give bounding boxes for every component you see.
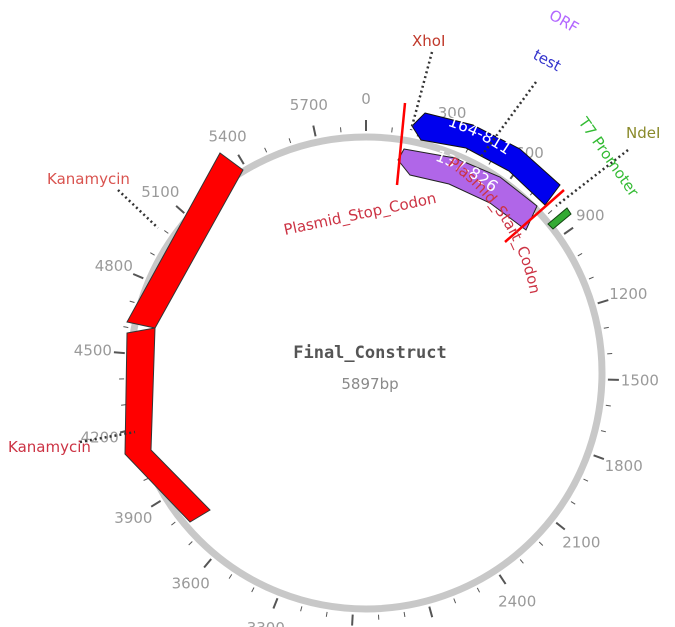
minor-tick: [538, 541, 544, 546]
major-tick: [312, 125, 317, 137]
major-tick: [237, 154, 245, 165]
major-tick: [498, 574, 507, 585]
tick-label: 0: [361, 90, 371, 108]
kanamycin-lower-label[interactable]: Kanamycin: [8, 438, 91, 456]
major-tick: [593, 454, 605, 461]
plasmid-stop-codon-label[interactable]: Plasmid_Stop_Codon: [282, 189, 438, 240]
minor-tick: [123, 326, 129, 329]
ndei-label[interactable]: NdeI: [626, 124, 660, 142]
major-tick: [351, 614, 354, 626]
minor-tick: [300, 606, 303, 612]
orf-label[interactable]: ORF: [546, 6, 582, 37]
tick-label: 900: [576, 207, 605, 225]
minor-tick: [603, 326, 609, 329]
test-leader: [478, 81, 538, 159]
major-tick: [150, 500, 162, 508]
tick-label: 2400: [498, 593, 536, 611]
minor-tick: [325, 611, 328, 617]
tick-label: 5400: [209, 128, 247, 146]
tick-label: 5700: [290, 96, 328, 114]
minor-tick: [583, 478, 589, 482]
tick-label: 2100: [562, 533, 600, 551]
minor-tick: [188, 541, 193, 546]
minor-tick: [264, 147, 268, 153]
tick-label: 3300: [247, 619, 285, 627]
minor-tick: [519, 559, 524, 564]
minor-tick: [251, 587, 255, 593]
major-tick: [555, 521, 566, 531]
major-tick: [175, 205, 185, 214]
tick-label: 5100: [141, 183, 179, 201]
minor-tick: [453, 598, 457, 604]
minor-tick: [228, 574, 233, 579]
xhoi-leader: [409, 51, 434, 131]
major-tick: [597, 299, 609, 305]
minor-tick: [570, 501, 576, 505]
minor-tick: [150, 252, 155, 256]
ndei-leader: [555, 149, 629, 207]
test-label[interactable]: test: [530, 46, 564, 75]
major-tick: [563, 226, 574, 235]
minor-tick: [391, 127, 393, 133]
minor-tick: [129, 300, 135, 303]
tick-label: 4800: [95, 257, 133, 275]
minor-tick: [340, 127, 342, 133]
major-tick: [132, 273, 144, 280]
kanamycin-upper-leader: [117, 189, 159, 229]
kanamycin-lower-leader: [79, 430, 136, 444]
tick-label: 3600: [172, 575, 210, 593]
minor-tick: [121, 404, 127, 406]
xhoi-site-line: [395, 102, 407, 186]
major-tick: [428, 606, 434, 618]
minor-tick: [476, 587, 481, 593]
tick-label: 1800: [605, 457, 643, 475]
minor-tick: [164, 230, 169, 234]
kanamycin-arc-lower[interactable]: [124, 327, 211, 523]
minor-tick: [547, 210, 553, 215]
tick-label: 4500: [74, 342, 112, 360]
major-tick: [272, 597, 279, 609]
minor-tick: [588, 276, 594, 280]
tick-label: 300: [438, 104, 467, 122]
plasmid-name: Final_Construct: [293, 343, 447, 363]
minor-tick: [577, 252, 583, 257]
minor-tick: [605, 404, 611, 407]
major-tick: [203, 558, 212, 569]
minor-tick: [600, 430, 607, 433]
minor-tick: [288, 138, 292, 144]
test-feature-arc[interactable]: [411, 112, 561, 206]
minor-tick: [143, 477, 149, 481]
kanamycin-upper-label[interactable]: Kanamycin: [47, 170, 130, 188]
tick-labels: 0300600900120015001800210024002700300033…: [74, 90, 659, 627]
tick-label: 3900: [114, 509, 152, 527]
major-tick: [113, 351, 125, 355]
xhoi-label[interactable]: XhoI: [412, 32, 445, 50]
plasmid-length: 5897bp: [341, 375, 398, 393]
orf-feature-arc[interactable]: [397, 148, 538, 231]
minor-tick: [171, 521, 176, 526]
t7-promoter-arc[interactable]: [547, 207, 572, 230]
kanamycin-arc-upper[interactable]: [126, 152, 244, 329]
tick-label: 1200: [609, 285, 647, 303]
ndei-site-line: [504, 189, 565, 243]
tick-label: 1500: [621, 372, 659, 390]
minor-tick: [403, 611, 406, 617]
